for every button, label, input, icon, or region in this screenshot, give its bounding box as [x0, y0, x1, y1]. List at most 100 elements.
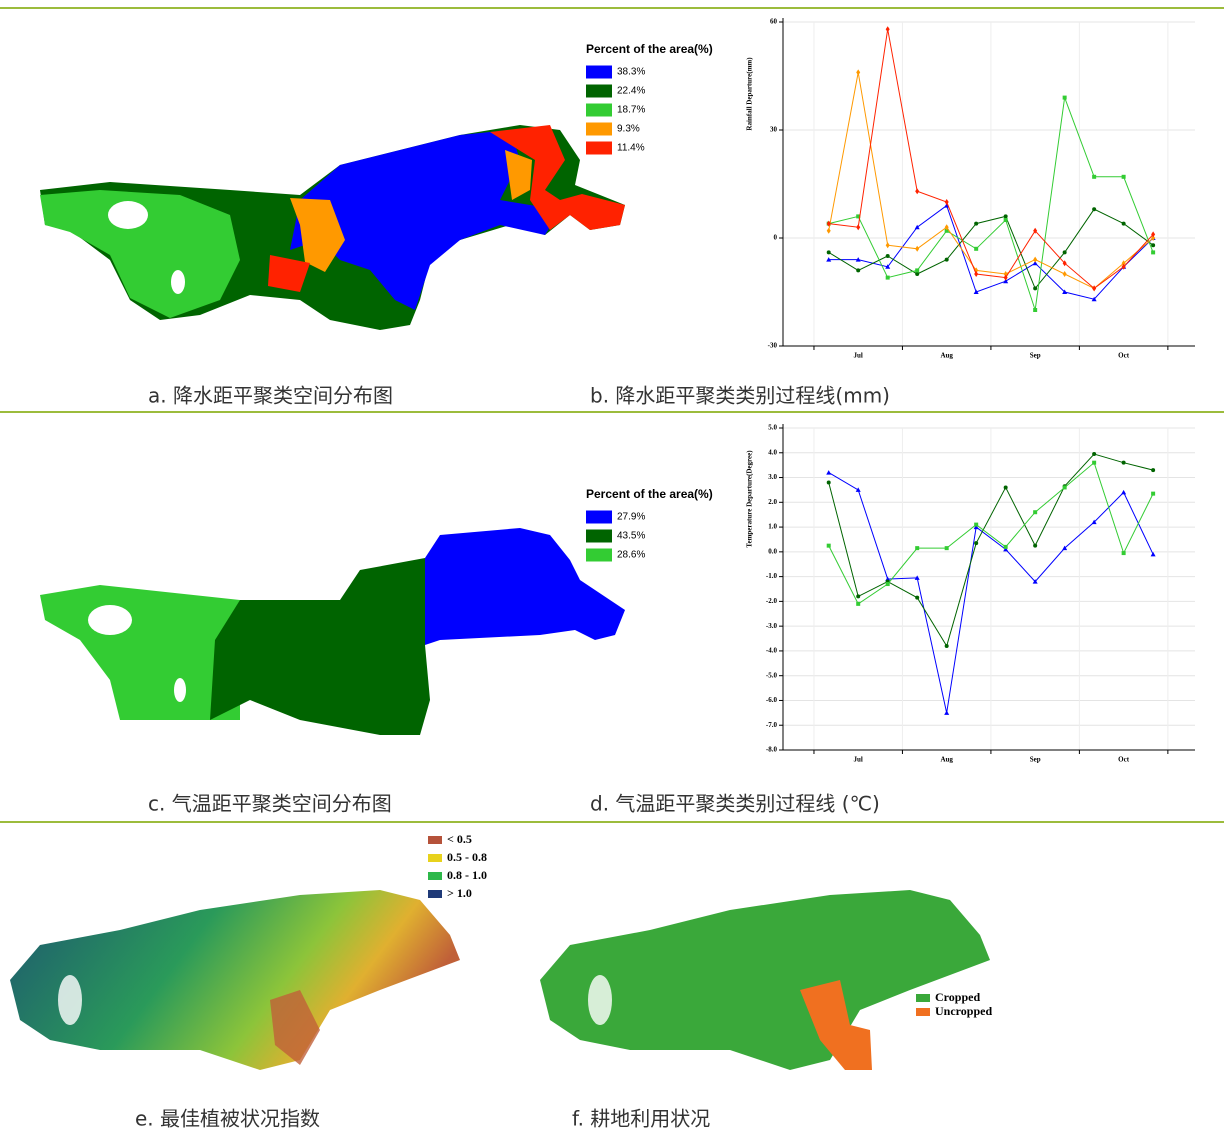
point: [1151, 250, 1155, 254]
point: [945, 644, 949, 648]
point: [1122, 551, 1126, 555]
legend-swatch: [428, 836, 442, 844]
point: [856, 487, 861, 492]
point: [1004, 485, 1008, 489]
point: [886, 242, 890, 248]
point: [974, 247, 978, 251]
y-tick-label: 30: [770, 126, 778, 134]
legend-swatch: [586, 530, 612, 543]
legend-label: 0.8 - 1.0: [447, 868, 487, 882]
y-axis-label: Rainfall Departure(mm): [746, 57, 754, 131]
y-tick-label: 0: [774, 234, 778, 242]
point: [886, 26, 890, 32]
point: [856, 268, 860, 272]
map-e: [10, 890, 460, 1070]
legend-swatch: [428, 854, 442, 862]
point: [886, 254, 890, 258]
map-f: [540, 890, 990, 1070]
point: [974, 523, 978, 527]
point: [1092, 285, 1096, 291]
point: [915, 246, 919, 252]
legend-swatch: [428, 872, 442, 880]
x-tick-label: Sep: [1030, 756, 1041, 764]
caption: a. 降水距平聚类空间分布图: [148, 384, 393, 408]
point: [856, 224, 860, 230]
point: [827, 480, 831, 484]
point: [1004, 545, 1008, 549]
x-tick-label: Aug: [940, 756, 953, 764]
point: [1033, 544, 1037, 548]
y-tick-label: -4.0: [766, 647, 778, 655]
point: [1063, 271, 1067, 277]
point: [915, 268, 919, 272]
x-tick-label: Sep: [1030, 352, 1041, 360]
y-tick-label: 0.0: [768, 547, 777, 555]
legend-label: Uncropped: [935, 1004, 992, 1018]
point: [886, 276, 890, 280]
point: [1063, 96, 1067, 100]
y-tick-label: 1.0: [768, 523, 777, 531]
caption: d. 气温距平聚类类别过程线 (℃): [590, 792, 880, 816]
legend-label: 27.9%: [617, 512, 645, 523]
legend-label: 28.6%: [617, 550, 645, 561]
caption: f. 耕地利用状况: [572, 1107, 710, 1131]
y-tick-label: 4.0: [768, 448, 777, 456]
legend-label: 0.5 - 0.8: [447, 850, 487, 864]
point: [1033, 308, 1037, 312]
caption: b. 降水距平聚类类别过程线(mm): [590, 384, 890, 408]
legend-swatch: [916, 1008, 930, 1016]
point: [915, 188, 919, 194]
legend-swatch: [586, 85, 612, 98]
x-tick-label: Jul: [854, 352, 863, 360]
y-tick-label: -30: [768, 342, 778, 350]
point: [1151, 243, 1155, 247]
point: [1151, 468, 1155, 472]
map-a: [40, 125, 625, 330]
point: [827, 250, 831, 254]
legend-label: 9.3%: [617, 124, 640, 135]
y-tick-label: -7.0: [766, 721, 778, 729]
point: [856, 602, 860, 606]
point: [945, 258, 949, 262]
point: [886, 582, 890, 586]
point: [1092, 175, 1096, 179]
point: [1092, 452, 1096, 456]
point: [856, 594, 860, 598]
point: [915, 546, 919, 550]
point: [1063, 485, 1067, 489]
y-tick-label: 60: [770, 18, 778, 26]
legend-swatch: [586, 511, 612, 524]
legend-swatch: [586, 142, 612, 155]
point: [1004, 218, 1008, 222]
point: [826, 470, 831, 475]
map-c: [40, 528, 625, 735]
figure: a. 降水距平聚类空间分布图Percent of the area(%)38.3…: [0, 0, 1224, 1135]
caption: e. 最佳植被状况指数: [135, 1107, 320, 1131]
legend-swatch: [428, 890, 442, 898]
legend-label: > 1.0: [447, 886, 472, 900]
legend-swatch: [586, 104, 612, 117]
point: [915, 272, 919, 276]
x-tick-label: Jul: [854, 756, 863, 764]
legend-label: 22.4%: [617, 86, 645, 97]
point: [1121, 490, 1126, 495]
legend-swatch: [586, 123, 612, 136]
page: {"chart_data": [ {"type": "line", "capti…: [0, 0, 1224, 1135]
y-tick-label: -8.0: [766, 746, 778, 754]
legend-swatch: [586, 66, 612, 79]
point: [1151, 492, 1155, 496]
legend-label: 43.5%: [617, 531, 645, 542]
point: [915, 596, 919, 600]
legend-swatch: [916, 994, 930, 1002]
x-tick-label: Oct: [1118, 352, 1130, 360]
point: [1122, 175, 1126, 179]
legend-title: Percent of the area(%): [586, 487, 713, 501]
legend-swatch: [586, 549, 612, 562]
x-tick-label: Oct: [1118, 756, 1130, 764]
point: [1092, 207, 1096, 211]
legend-label: 18.7%: [617, 105, 645, 116]
y-tick-label: 3.0: [768, 473, 777, 481]
legend-label: < 0.5: [447, 832, 472, 846]
point: [944, 710, 949, 715]
point: [1092, 461, 1096, 465]
